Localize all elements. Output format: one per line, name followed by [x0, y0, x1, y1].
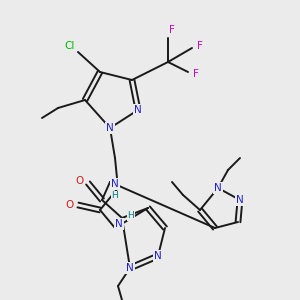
Text: F: F [197, 41, 203, 51]
Text: H: H [112, 191, 118, 200]
Text: N: N [134, 105, 142, 115]
Text: N: N [106, 123, 114, 133]
Text: N: N [214, 183, 222, 193]
Text: N: N [126, 263, 134, 273]
Text: N: N [115, 219, 123, 229]
Text: Cl: Cl [65, 41, 75, 51]
Text: F: F [193, 69, 199, 79]
Text: N: N [236, 195, 244, 205]
Text: F: F [169, 25, 175, 35]
Text: N: N [111, 179, 119, 189]
Text: N: N [154, 251, 162, 261]
Text: O: O [66, 200, 74, 210]
Text: O: O [76, 176, 84, 186]
Text: H: H [128, 212, 134, 220]
